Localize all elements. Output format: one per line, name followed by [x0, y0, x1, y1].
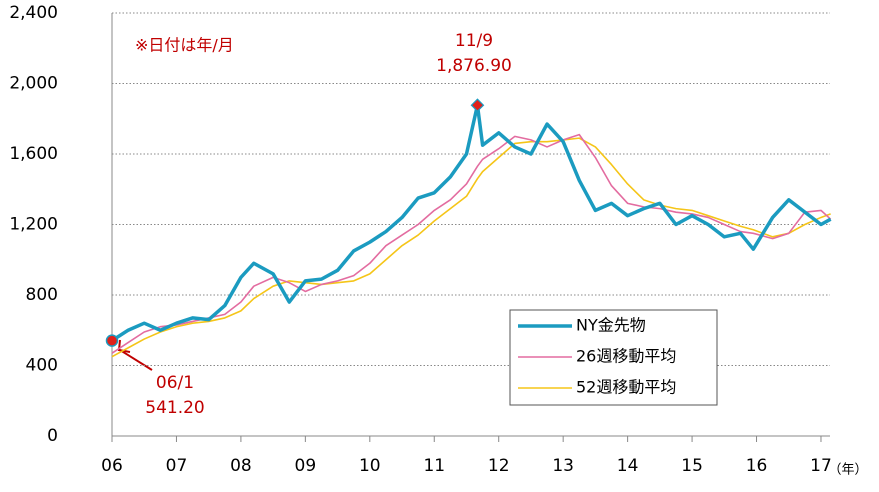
annotation-date: 11/9 — [455, 31, 493, 51]
legend-label: 26週移動平均 — [576, 347, 676, 366]
x-tick-label: 12 — [488, 456, 510, 476]
x-tick-label: 07 — [166, 456, 188, 476]
legend-label: NY金先物 — [576, 316, 646, 335]
x-tick-label: 15 — [681, 456, 703, 476]
x-tick-label: 06 — [101, 456, 123, 476]
series-line — [111, 133, 832, 354]
series-line — [111, 103, 832, 343]
y-tick-label: 400 — [26, 356, 58, 376]
x-tick-label: 11 — [423, 456, 445, 476]
annotation-value: 1,876.90 — [436, 56, 512, 76]
annotation-arrow — [117, 339, 153, 371]
x-unit: （年） — [828, 463, 867, 478]
series-line — [111, 137, 831, 358]
x-tick-label: 13 — [552, 456, 574, 476]
x-tick-label: 09 — [295, 456, 317, 476]
x-tick-label: 14 — [617, 456, 639, 476]
legend-label: 52週移動平均 — [576, 378, 676, 397]
x-tick-label: 10 — [359, 456, 381, 476]
x-tick-label: 17 — [810, 456, 832, 476]
annotation-date: 06/1 — [156, 373, 194, 393]
y-tick-label: 800 — [26, 285, 58, 305]
y-tick-label: 0 — [47, 426, 58, 446]
y-tick-label: 2,400 — [9, 3, 58, 23]
y-tick-label: 2,000 — [9, 74, 58, 94]
x-tick-label: 08 — [230, 456, 252, 476]
y-tick-label: 1,200 — [9, 215, 58, 235]
y-tick-label: 1,600 — [9, 144, 58, 164]
x-tick-label: 16 — [746, 456, 768, 476]
note: ※日付は年/月 — [135, 36, 234, 55]
legend: NY金先物 26週移動平均 52週移動平均 — [509, 309, 718, 406]
start-marker — [105, 334, 119, 347]
annotation-value: 541.20 — [145, 398, 204, 418]
peak-marker — [470, 98, 485, 113]
